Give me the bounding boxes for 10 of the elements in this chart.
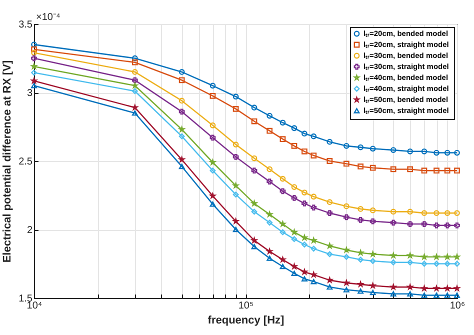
y-tick-label: 2: [26, 225, 33, 236]
y-tick-label: 3.5: [18, 20, 33, 30]
y-tick-label: 2.5: [18, 156, 33, 168]
y-axis-title: Electrical potential difference at RX [V]: [2, 60, 14, 263]
x-tick-label: 10⁴: [26, 300, 42, 312]
text: ×10⁻⁴: [36, 12, 60, 23]
y-tick-label: 3: [26, 88, 33, 99]
x-tick-label: 10⁵: [238, 300, 254, 312]
x-tick-label: 10⁶: [450, 300, 466, 312]
x-axis-title: frequency [Hz]: [208, 314, 285, 326]
